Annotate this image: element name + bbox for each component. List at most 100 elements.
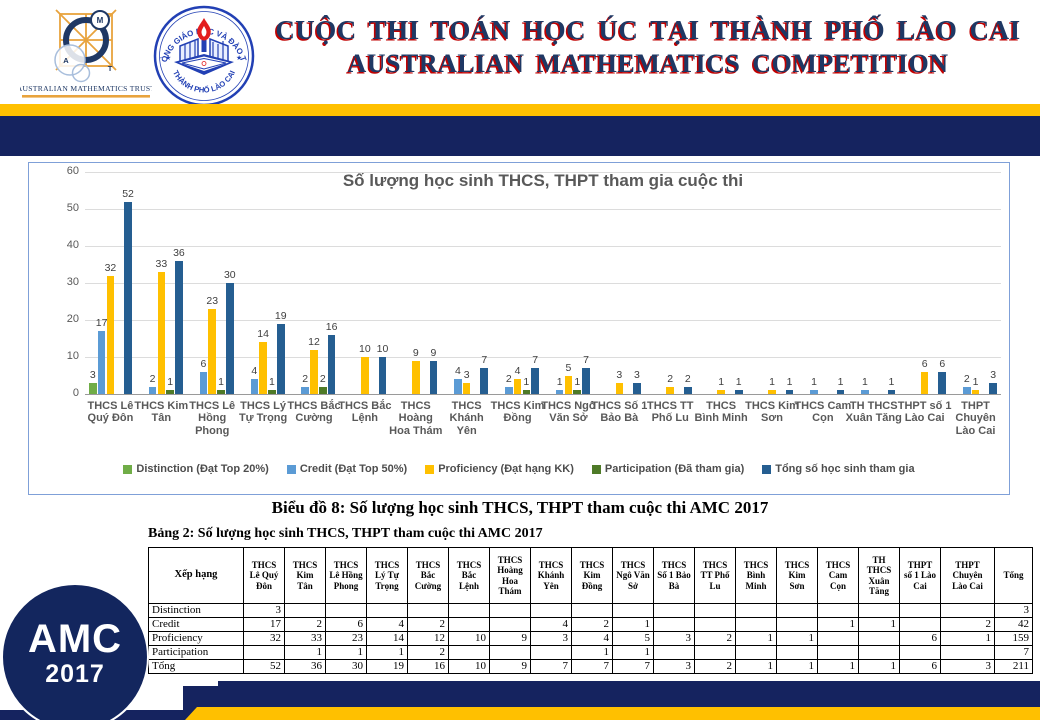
table-cell: 3 xyxy=(653,631,695,646)
bar-value-label: 2 xyxy=(667,372,674,385)
y-axis-tick-50: 50 xyxy=(66,202,79,214)
table-header-cell: THCS Kim Tân xyxy=(284,547,326,604)
chart-legend: Distinction (Đạt Top 20%) Credit (Đạt Top… xyxy=(49,463,989,475)
table-cell: 36 xyxy=(284,659,326,674)
bar-value-label: 9 xyxy=(430,346,437,359)
bar xyxy=(175,260,183,394)
table-cell xyxy=(858,603,900,618)
legend-label: Credit (Đạt Top 50%) xyxy=(299,463,408,475)
badge-star-left-icon: ★ xyxy=(165,54,171,62)
gold-divider-bar xyxy=(0,104,1040,116)
row-label: Proficiency xyxy=(148,631,244,646)
bar-value-label: 1 xyxy=(268,376,275,389)
table-cell: 4 xyxy=(366,617,408,632)
table-cell xyxy=(735,645,777,660)
table-cell xyxy=(325,603,367,618)
table-cell xyxy=(694,603,736,618)
table-cell xyxy=(694,645,736,660)
bar xyxy=(361,357,369,394)
bar xyxy=(454,379,462,394)
table-cell: 3 xyxy=(940,659,995,674)
bar xyxy=(429,360,438,394)
table-row: Distinction 3 3 xyxy=(148,603,1033,618)
bar-value-label: 1 xyxy=(811,376,817,389)
table-cell: 2 xyxy=(940,617,995,632)
bar xyxy=(97,331,106,394)
bar xyxy=(319,386,327,394)
table-cell: 3 xyxy=(530,631,572,646)
table-header-cell: THCS Lê Quý Đôn xyxy=(243,547,285,604)
x-axis-label: THCS Số 1 Bảo Bà xyxy=(591,400,648,425)
table-cell: 6 xyxy=(899,659,941,674)
table-cell: 2 xyxy=(694,631,736,646)
table-cell xyxy=(284,603,326,618)
table-header-cell: THCS Lý Tự Trọng xyxy=(366,547,408,604)
gridline-50 xyxy=(85,209,1001,210)
table-cell xyxy=(366,603,408,618)
bar-value-label: 1 xyxy=(523,376,530,389)
bar-value-label: 4 xyxy=(454,365,461,378)
table-header-cell: THCS Số 1 Bảo Bà xyxy=(653,547,695,604)
table-cell: 23 xyxy=(325,631,367,646)
legend-item: Participation (Đã tham gia) xyxy=(591,463,744,475)
bar xyxy=(480,368,489,394)
x-axis-label: THCS Lê Hồng Phong xyxy=(189,400,236,437)
bar-value-label: 2 xyxy=(505,372,512,385)
bar-value-label: 7 xyxy=(481,354,488,367)
table-cell xyxy=(735,603,777,618)
bar xyxy=(259,342,267,394)
table-cell xyxy=(448,617,490,632)
navy-divider-band xyxy=(0,116,1040,156)
table-cell: 7 xyxy=(571,659,613,674)
bar-value-label: 3 xyxy=(89,368,96,381)
table-cell: 1 xyxy=(284,645,326,660)
bar-value-label: 1 xyxy=(769,376,775,389)
bar xyxy=(250,379,259,394)
table-cell: 211 xyxy=(994,659,1033,674)
bar xyxy=(327,334,336,394)
x-axis-label: THCS Kim Đồng xyxy=(490,400,545,425)
bar-value-label: 14 xyxy=(257,328,269,341)
bar-value-label: 36 xyxy=(173,246,185,259)
bar-value-label: 10 xyxy=(359,343,371,355)
bar xyxy=(462,382,471,394)
table-header-cell: THCS Lê Hồng Phong xyxy=(325,547,367,604)
amt-letter-a: A xyxy=(63,56,69,65)
table-cell: 2 xyxy=(407,617,449,632)
bar xyxy=(666,386,675,394)
bar-value-label: 4 xyxy=(251,365,258,378)
table-cell xyxy=(776,645,818,660)
table-header-cell: THCS Kim Sơn xyxy=(776,547,818,604)
bar-value-label: 5 xyxy=(565,361,572,374)
table-cell: 1 xyxy=(817,617,859,632)
amt-light-circle-large xyxy=(54,44,86,76)
table-cell xyxy=(489,645,531,660)
bar-value-label: 16 xyxy=(325,320,338,333)
amt-letter-t: T xyxy=(108,64,113,73)
bar xyxy=(684,386,692,394)
table-cell: 32 xyxy=(243,631,285,646)
bar-value-label: 12 xyxy=(308,335,320,348)
table-header-cell: THCS Cam Cọn xyxy=(817,547,859,604)
x-axis-label: THCS Kim Sơn xyxy=(745,400,799,425)
bar xyxy=(89,382,97,394)
table-cell: 10 xyxy=(448,631,490,646)
legend-label: Tổng số học sinh tham gia xyxy=(775,463,915,475)
bar-value-label: 1 xyxy=(862,376,868,389)
table-cell xyxy=(653,603,695,618)
badge-emblem xyxy=(174,18,234,75)
bar xyxy=(513,379,522,394)
table-header-cell: Tổng xyxy=(994,547,1033,604)
table-header-cell: TH THCS Xuân Tăng xyxy=(858,547,900,604)
table-row: Participation 1 1 1 2 1 1 7 xyxy=(148,645,1033,660)
bar-value-label: 23 xyxy=(206,294,219,307)
legend-swatch-icon xyxy=(425,464,435,474)
lao-cai-education-badge: PHÒNG GIÁO DỤC VÀ ĐÀO TẠO THÀNH PHỐ LÀO … xyxy=(152,4,255,107)
table-cell: 4 xyxy=(530,617,572,632)
gridline-0 xyxy=(85,394,1001,395)
bar-value-label: 33 xyxy=(155,257,168,270)
title-line-vietnamese: CUỘC THI TOÁN HỌC ÚC TẠI THÀNH PHỐ LÀO C… xyxy=(275,15,1021,45)
x-axis-label: THCS Bắc Cường xyxy=(287,400,341,425)
table-cell: 1 xyxy=(735,659,777,674)
bar-value-label: 1 xyxy=(574,376,581,389)
